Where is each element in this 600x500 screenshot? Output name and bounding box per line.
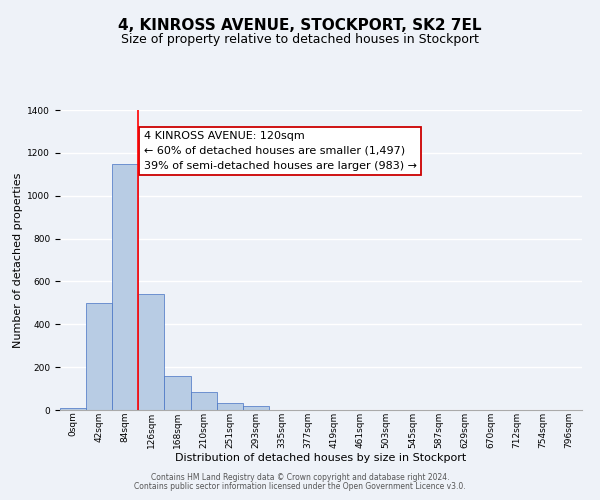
Bar — [112, 164, 139, 410]
Bar — [242, 406, 269, 410]
Bar — [164, 376, 191, 410]
Text: Contains HM Land Registry data © Crown copyright and database right 2024.: Contains HM Land Registry data © Crown c… — [151, 473, 449, 482]
Bar — [139, 294, 164, 410]
Bar — [191, 392, 217, 410]
Text: Size of property relative to detached houses in Stockport: Size of property relative to detached ho… — [121, 32, 479, 46]
Bar — [86, 303, 112, 410]
Bar — [60, 408, 86, 410]
X-axis label: Distribution of detached houses by size in Stockport: Distribution of detached houses by size … — [175, 454, 467, 464]
Text: Contains public sector information licensed under the Open Government Licence v3: Contains public sector information licen… — [134, 482, 466, 491]
Bar — [217, 402, 243, 410]
Text: 4 KINROSS AVENUE: 120sqm
← 60% of detached houses are smaller (1,497)
39% of sem: 4 KINROSS AVENUE: 120sqm ← 60% of detach… — [143, 131, 416, 170]
Text: 4, KINROSS AVENUE, STOCKPORT, SK2 7EL: 4, KINROSS AVENUE, STOCKPORT, SK2 7EL — [118, 18, 482, 32]
Y-axis label: Number of detached properties: Number of detached properties — [13, 172, 23, 348]
